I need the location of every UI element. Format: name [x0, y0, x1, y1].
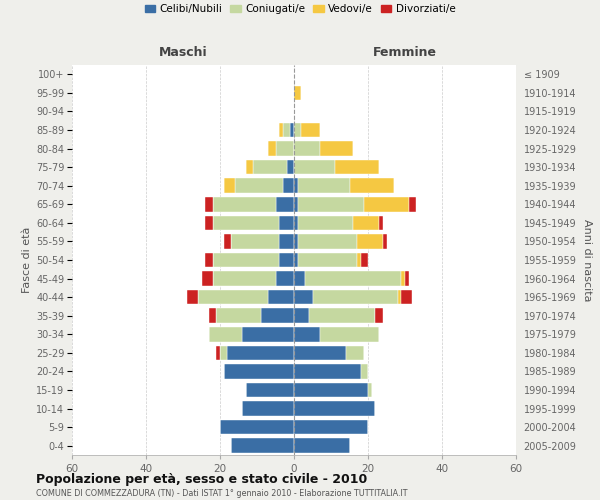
Text: Popolazione per età, sesso e stato civile - 2010: Popolazione per età, sesso e stato civil… — [36, 472, 367, 486]
Bar — [242, 327, 294, 342]
Bar — [305, 272, 401, 286]
Bar — [294, 253, 298, 267]
Y-axis label: Fasce di età: Fasce di età — [22, 227, 32, 293]
Bar — [275, 142, 294, 156]
Bar — [298, 216, 353, 230]
Bar — [294, 364, 361, 378]
Bar — [294, 272, 305, 286]
Bar — [231, 438, 294, 453]
Bar — [246, 383, 294, 397]
Bar — [198, 290, 268, 304]
Bar — [283, 178, 294, 193]
Bar — [187, 290, 198, 304]
Bar — [294, 86, 301, 100]
Bar — [401, 290, 412, 304]
Bar — [283, 123, 290, 137]
Bar — [401, 272, 405, 286]
Bar — [309, 308, 376, 323]
Bar — [294, 402, 376, 416]
Bar — [294, 216, 298, 230]
Bar — [398, 290, 401, 304]
Bar — [294, 327, 320, 342]
Y-axis label: Anni di nascita: Anni di nascita — [582, 219, 592, 301]
Bar — [279, 234, 294, 248]
Bar — [268, 142, 275, 156]
Bar — [294, 290, 313, 304]
Bar — [294, 420, 368, 434]
Bar — [279, 253, 294, 267]
Bar — [220, 346, 227, 360]
Bar — [212, 253, 279, 267]
Bar — [320, 142, 353, 156]
Bar — [209, 327, 242, 342]
Bar — [205, 197, 212, 212]
Bar — [209, 308, 217, 323]
Bar — [294, 346, 346, 360]
Bar — [294, 160, 335, 174]
Text: Femmine: Femmine — [373, 46, 437, 60]
Bar — [220, 420, 294, 434]
Bar — [361, 364, 368, 378]
Bar — [205, 253, 212, 267]
Bar — [290, 123, 294, 137]
Bar — [216, 308, 260, 323]
Bar — [313, 290, 398, 304]
Bar — [253, 160, 287, 174]
Bar — [212, 216, 279, 230]
Bar — [224, 234, 231, 248]
Text: COMUNE DI COMMEZZADURA (TN) - Dati ISTAT 1° gennaio 2010 - Elaborazione TUTTITAL: COMUNE DI COMMEZZADURA (TN) - Dati ISTAT… — [36, 489, 407, 498]
Bar — [246, 160, 253, 174]
Bar — [357, 234, 383, 248]
Bar — [275, 272, 294, 286]
Bar — [294, 123, 301, 137]
Bar — [231, 234, 279, 248]
Bar — [298, 197, 364, 212]
Bar — [279, 123, 283, 137]
Bar — [275, 197, 294, 212]
Bar — [294, 178, 298, 193]
Bar — [202, 272, 212, 286]
Bar — [353, 216, 379, 230]
Bar — [294, 142, 320, 156]
Bar — [349, 178, 394, 193]
Bar — [212, 272, 275, 286]
Bar — [335, 160, 379, 174]
Bar — [383, 234, 386, 248]
Text: Maschi: Maschi — [158, 46, 208, 60]
Bar — [294, 438, 349, 453]
Bar — [217, 346, 220, 360]
Bar — [235, 178, 283, 193]
Bar — [224, 364, 294, 378]
Bar — [409, 197, 416, 212]
Bar — [287, 160, 294, 174]
Bar — [301, 123, 320, 137]
Bar — [294, 234, 298, 248]
Bar — [224, 178, 235, 193]
Bar — [357, 253, 361, 267]
Bar — [346, 346, 364, 360]
Bar — [376, 308, 383, 323]
Bar — [368, 383, 372, 397]
Bar — [405, 272, 409, 286]
Bar — [294, 383, 368, 397]
Legend: Celibi/Nubili, Coniugati/e, Vedovi/e, Divorziati/e: Celibi/Nubili, Coniugati/e, Vedovi/e, Di… — [140, 0, 460, 18]
Bar — [294, 197, 298, 212]
Bar — [212, 197, 275, 212]
Bar — [205, 216, 212, 230]
Bar — [364, 197, 409, 212]
Bar — [298, 253, 357, 267]
Bar — [294, 308, 309, 323]
Bar — [279, 216, 294, 230]
Bar — [227, 346, 294, 360]
Bar — [298, 178, 349, 193]
Bar — [242, 402, 294, 416]
Bar — [268, 290, 294, 304]
Bar — [320, 327, 379, 342]
Bar — [361, 253, 368, 267]
Bar — [298, 234, 357, 248]
Bar — [379, 216, 383, 230]
Bar — [260, 308, 294, 323]
